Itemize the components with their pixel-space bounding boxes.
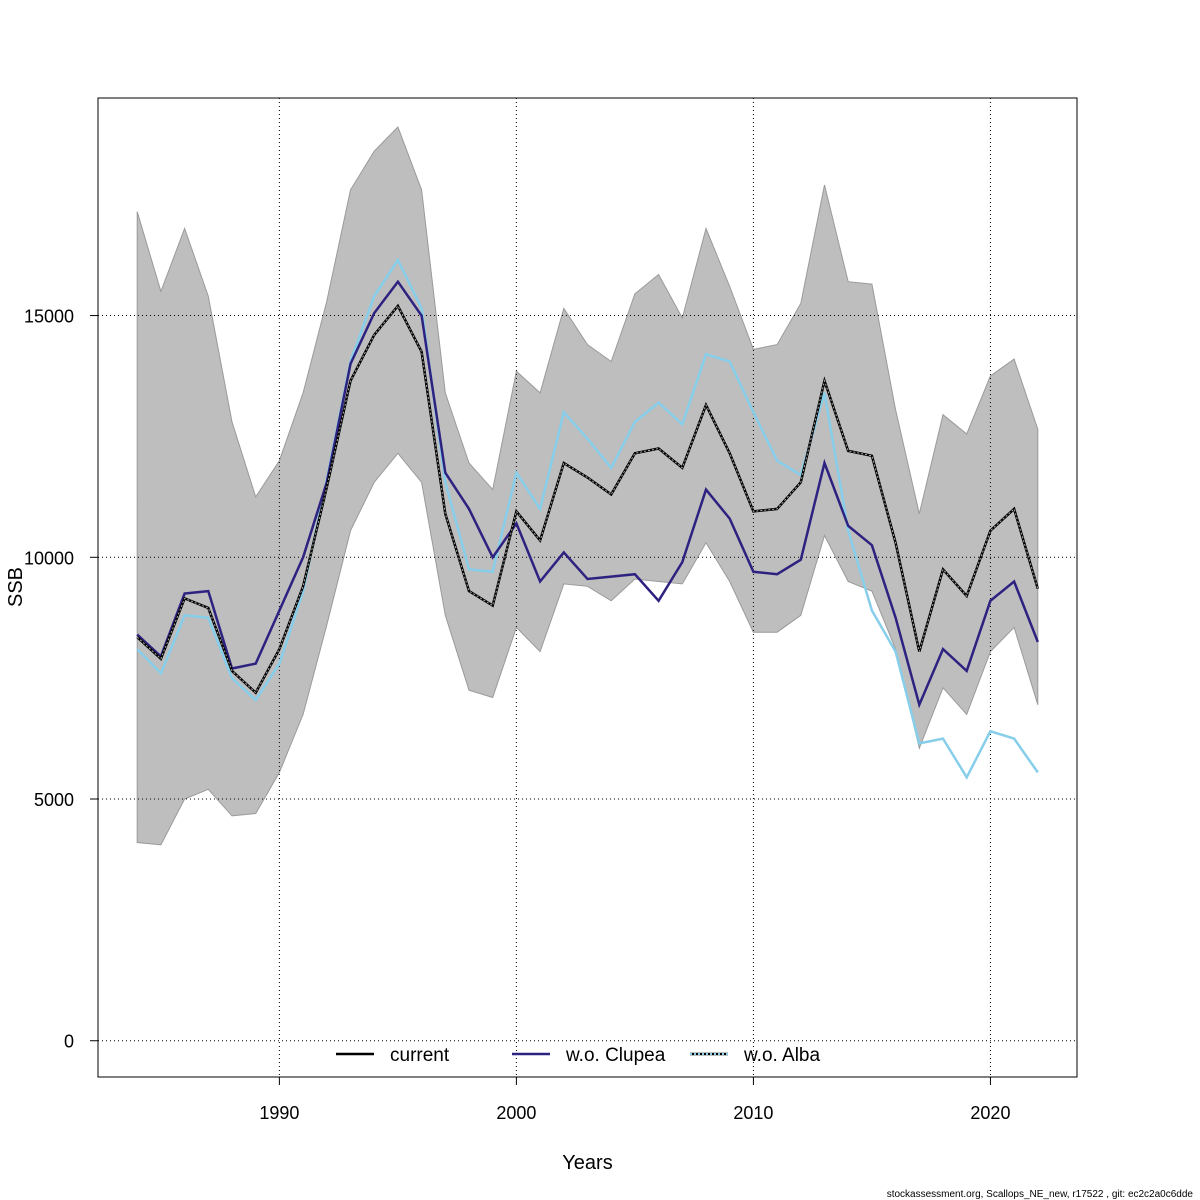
- confidence-band: [136, 126, 1039, 846]
- x-tick-label-2000: 2000: [496, 1103, 536, 1123]
- plot-frame: [97, 97, 1078, 1078]
- x-tick-label-2010: 2010: [733, 1103, 773, 1123]
- series-layer: [136, 257, 1039, 780]
- legend: current w.o. Clupea w.o. Alba: [336, 1045, 820, 1066]
- y-tick-label-15000: 15000: [24, 307, 74, 327]
- y-tick-label-0: 0: [64, 1032, 74, 1052]
- x-axis-title: Years: [562, 1152, 612, 1174]
- footer-text: stockassessment.org, Scallops_NE_new, r1…: [887, 1189, 1194, 1200]
- series-line-clupea: [136, 279, 1039, 709]
- series-line-alba: [136, 257, 1039, 780]
- x-tick-label-1990: 1990: [259, 1103, 299, 1123]
- y-tick-label-10000: 10000: [24, 548, 74, 568]
- confidence-band-layer: [136, 126, 1039, 846]
- legend-current-label: current: [390, 1045, 450, 1066]
- y-axis-title: SSB: [5, 567, 27, 607]
- tick-layer: 1990 2000 2010 2020 0 5000 10000 15000: [24, 307, 1011, 1123]
- x-tick-label-2020: 2020: [970, 1103, 1010, 1123]
- legend-alba-label: w.o. Alba: [743, 1045, 820, 1066]
- series-line-current: [136, 303, 1039, 695]
- y-tick-label-5000: 5000: [34, 790, 74, 810]
- legend-clupea-label: w.o. Clupea: [565, 1045, 666, 1066]
